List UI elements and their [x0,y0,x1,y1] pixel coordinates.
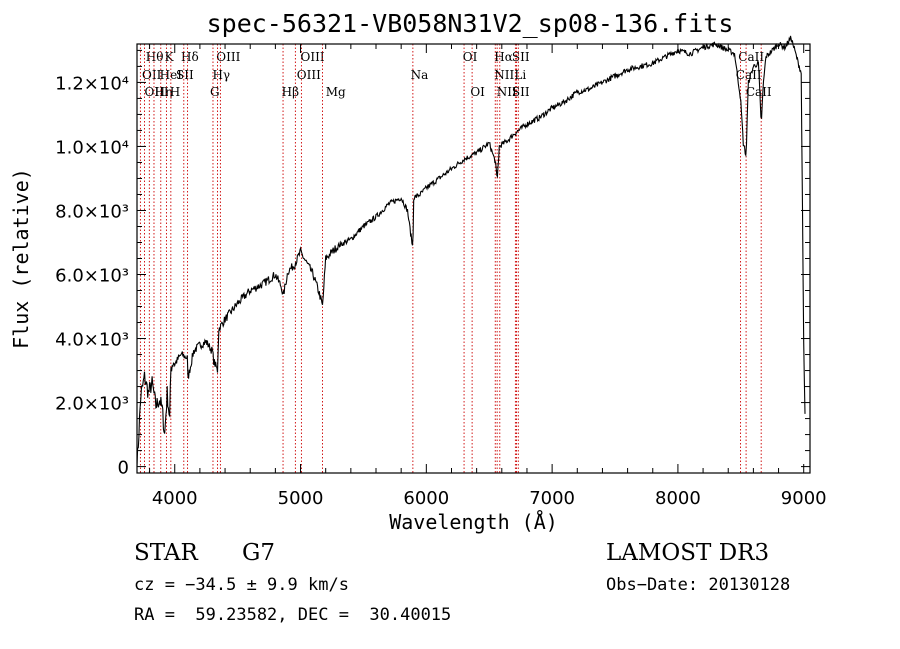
spectrum-line [136,35,806,467]
line-label: CaII [738,50,764,64]
line-label: OIII [216,50,240,64]
survey-name: LAMOST DR3 [606,540,769,566]
line-label: OIII [301,50,325,64]
line-label: Na [411,68,429,82]
y-tick-label: 8.0×10³ [55,201,129,222]
line-label: HeI [160,68,183,82]
line-label: G [210,85,220,99]
x-tick-label: 8000 [655,488,701,509]
obs-date: Obs−Date: 20130128 [606,575,790,595]
line-label: SII [512,85,530,99]
x-tick-label: 7000 [529,488,575,509]
chart-title: spec-56321-VB058N31V2_sp08-136.fits [207,9,734,38]
line-label: Mg [326,85,346,99]
line-label: OII [142,68,162,82]
y-tick-label: 6.0×10³ [55,266,129,287]
line-label: SII [176,68,194,82]
line-label: NII [497,85,517,99]
x-axis-label: Wavelength (Å) [389,510,558,534]
y-tick-label: 2.0×10³ [55,394,129,415]
coordinates: RA = 59.23582, DEC = 30.40015 [134,605,451,625]
line-label: K [165,50,175,64]
line-label: H [170,85,180,99]
line-label: Hα [494,50,513,64]
line-label: Hγ [212,68,230,82]
plot-frame [136,43,811,474]
spectrum-series [136,35,806,467]
line-label: OI [463,50,478,64]
x-tick-label: 6000 [403,488,449,509]
line-label: SII [512,50,530,64]
line-label: OIII [145,85,169,99]
y-axis-label: Flux (relative) [9,168,33,349]
x-tick-label: 4000 [152,488,198,509]
x-tick-label: 9000 [781,488,827,509]
line-label: OIII [297,68,321,82]
line-label: Hβ [282,85,299,99]
line-label: Li [514,68,526,82]
object-subclass: G7 [242,540,275,566]
y-tick-label: 1.0×10⁴ [55,137,129,158]
line-label: Hθ [146,50,164,64]
axis-ticks: 4000 5000 6000 7000 8000 9000 0 2.0×10³ 4.0×10³ 6… [55,44,827,509]
line-label: Hη [155,85,173,99]
y-tick-label: 4.0×10³ [55,330,129,351]
line-label: Hδ [181,50,199,64]
redshift-text: cz = −34.5 ± 9.9 km/s [134,575,349,595]
y-tick-label: 0 [118,458,129,479]
line-label: CaII [736,68,762,82]
x-tick-label: 5000 [278,488,324,509]
line-label: OI [470,85,485,99]
line-label: CaII [746,85,772,99]
line-label: NII [494,68,514,82]
y-tick-label: 1.2×10⁴ [55,73,129,94]
object-type: STAR [134,540,198,566]
